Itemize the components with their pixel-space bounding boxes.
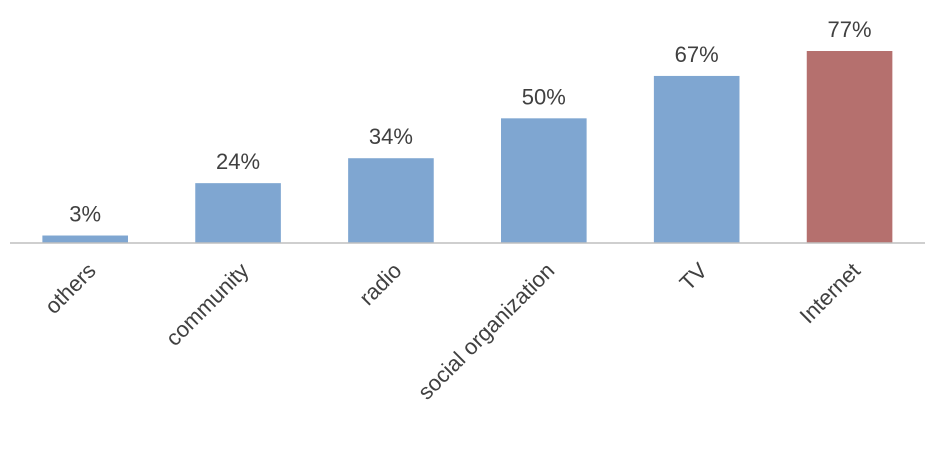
x-tick-label: radio [354,258,406,310]
data-label: 34% [369,124,413,149]
bar [195,183,281,243]
bar [348,158,434,243]
bar [806,51,893,243]
data-label: 50% [522,84,566,109]
x-tick-label: Internet [795,258,865,328]
bar [42,235,128,243]
bar [501,118,587,243]
data-label: 67% [675,42,719,67]
data-label: 3% [69,202,101,227]
data-label: 24% [216,149,260,174]
x-tick-label: social organization [413,258,560,405]
bar [653,75,740,244]
data-label: 77% [828,17,872,42]
x-tick-label: community [161,258,254,351]
x-tick-label: others [40,258,101,319]
x-tick-label: TV [675,258,713,296]
